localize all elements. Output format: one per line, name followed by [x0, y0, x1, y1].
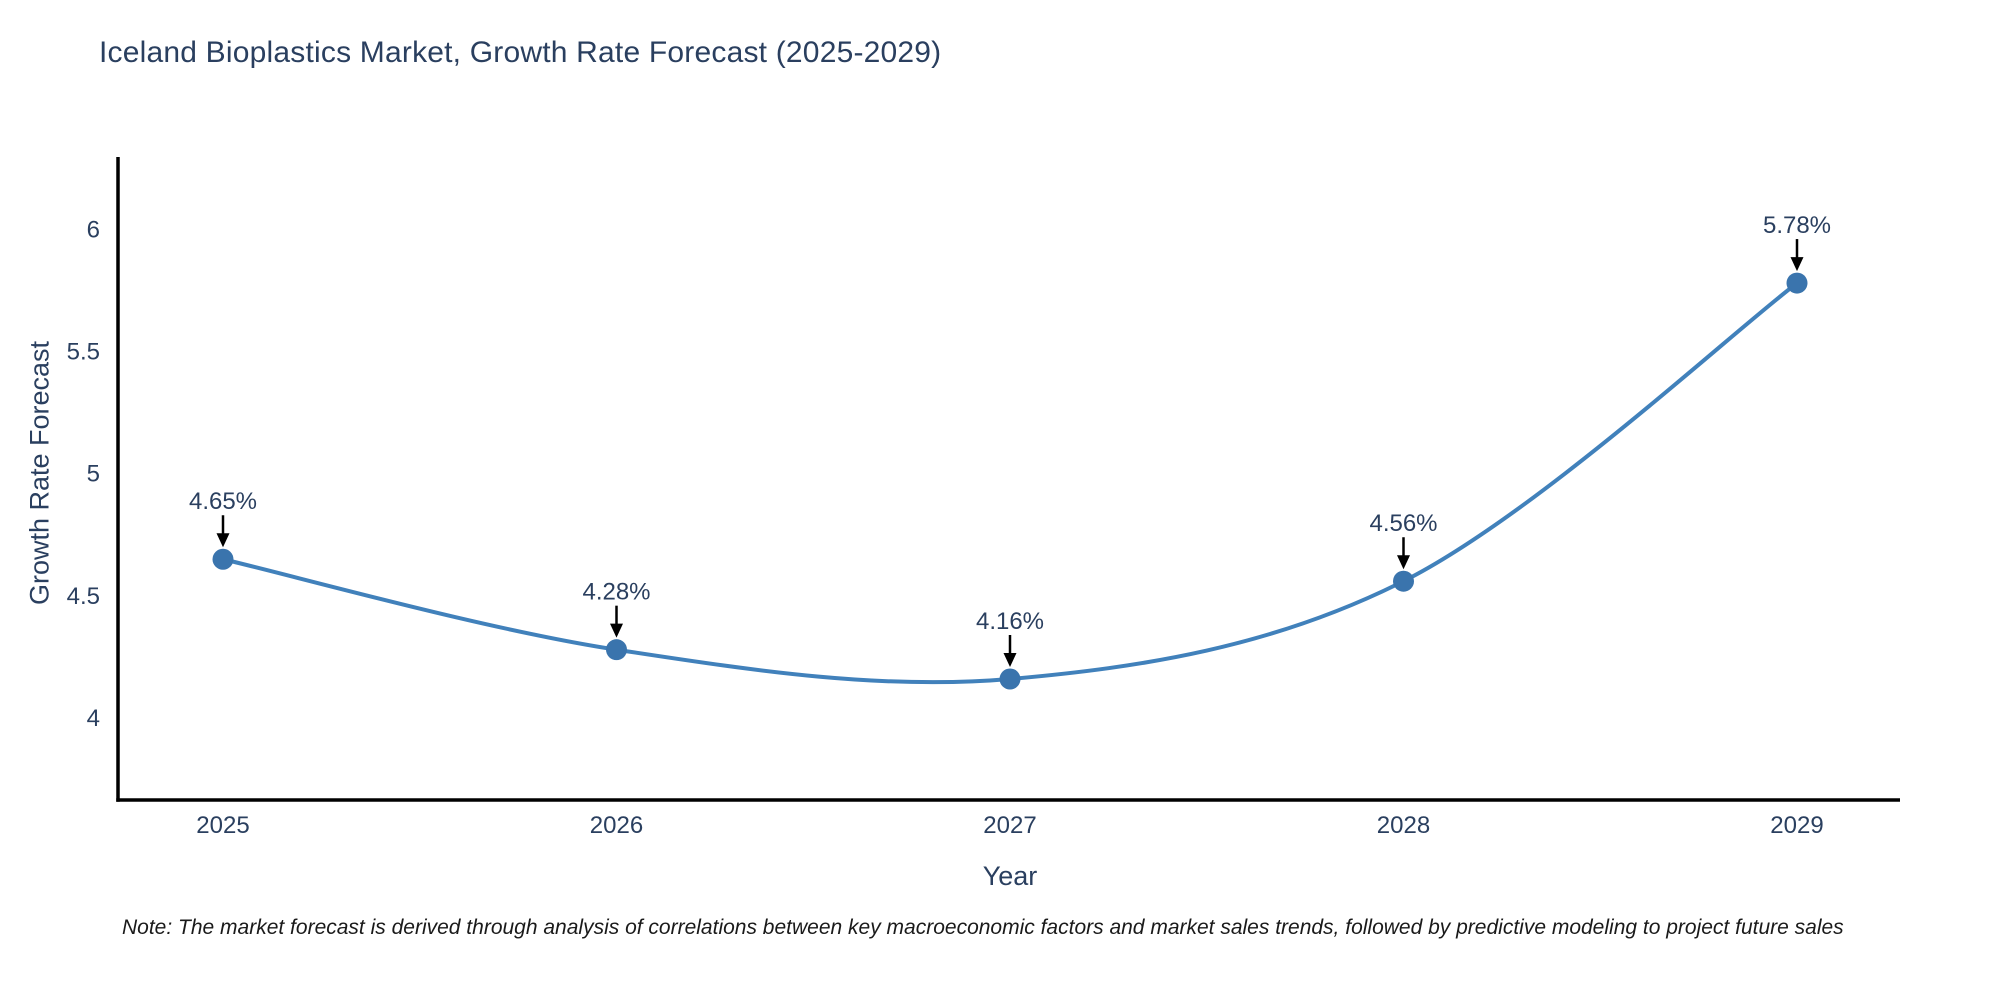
- annotation-arrowhead-icon: [1397, 555, 1410, 570]
- data-point-label: 5.78%: [1763, 212, 1831, 239]
- data-point-2027: [999, 668, 1021, 690]
- y-tick-label: 4: [87, 705, 100, 732]
- data-point-label: 4.28%: [582, 579, 650, 606]
- annotation-arrowhead-icon: [1003, 652, 1017, 667]
- x-tick-label: 2028: [1377, 812, 1430, 839]
- data-point-2028: [1393, 570, 1414, 592]
- y-tick-label: 6: [87, 216, 100, 243]
- x-tick-label: 2025: [196, 812, 249, 839]
- annotation-arrowhead-icon: [1790, 257, 1804, 272]
- chart-title: Iceland Bioplastics Market, Growth Rate …: [99, 36, 942, 69]
- data-point-2029: [1786, 272, 1808, 294]
- y-tick-label: 5: [87, 461, 100, 488]
- x-tick-label: 2026: [590, 812, 643, 839]
- x-tick-label: 2027: [983, 812, 1036, 839]
- data-point-label: 4.56%: [1369, 510, 1437, 537]
- data-point-2026: [606, 639, 627, 661]
- y-tick-label: 5.5: [67, 339, 100, 366]
- data-point-label: 4.16%: [976, 608, 1044, 635]
- y-tick-label: 4.5: [67, 583, 100, 610]
- data-point-2025: [212, 548, 234, 570]
- x-tick-label: 2029: [1770, 812, 1823, 839]
- annotation-arrowhead-icon: [216, 533, 230, 548]
- footnote: Note: The market forecast is derived thr…: [122, 916, 1844, 939]
- annotation-arrowhead-icon: [610, 623, 623, 638]
- x-axis-title: Year: [982, 861, 1038, 891]
- data-point-label: 4.65%: [189, 488, 257, 515]
